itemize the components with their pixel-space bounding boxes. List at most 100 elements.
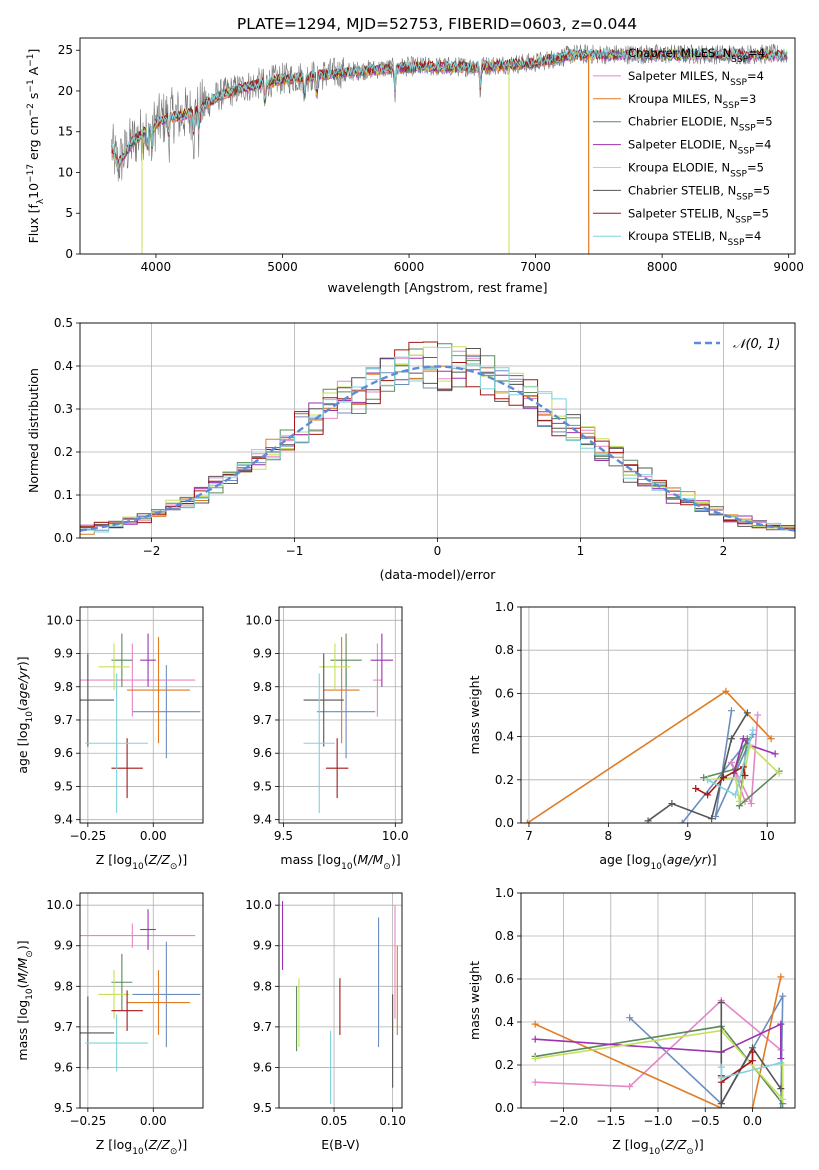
series-marker xyxy=(777,1104,785,1108)
text-part: A xyxy=(26,66,41,79)
y-tick-label: 0.3 xyxy=(54,402,73,416)
x-tick-label: −0.25 xyxy=(69,829,106,843)
series-marker xyxy=(748,1104,756,1108)
legend-label: Chabrier ELODIE, NSSP=5 xyxy=(628,115,773,134)
x-tick-label: 5000 xyxy=(267,260,298,274)
x-tick-label: 10 xyxy=(760,829,775,843)
text-part: Flux [f xyxy=(26,204,41,244)
x-tick-label: −2.0 xyxy=(549,1114,578,1128)
y-axis-label: mass [log10(M/M⊙)] xyxy=(15,940,35,1060)
y-tick-label: 9.7 xyxy=(253,1020,272,1034)
series-marker xyxy=(779,992,787,1000)
x-tick-label: 0.00 xyxy=(140,829,167,843)
y-tick-label: 9.5 xyxy=(54,779,73,793)
axes-frame xyxy=(79,322,796,539)
y-tick-label: 9.7 xyxy=(54,1020,73,1034)
y-tick-label: 9.6 xyxy=(253,746,272,760)
x-axis-label: Z [log10(Z/Z⊙)] xyxy=(612,1137,703,1157)
series-marker xyxy=(731,791,739,799)
series-marker xyxy=(727,707,735,715)
text-part: erg cm xyxy=(26,116,41,164)
axes-frame xyxy=(278,606,403,824)
histograms xyxy=(80,341,795,535)
y-tick-label: 0.0 xyxy=(495,816,514,830)
text-part: )] xyxy=(177,852,187,867)
text-part: Salpeter ELODIE, N xyxy=(628,138,738,152)
text-part: ⊙ xyxy=(170,862,178,872)
x-tick-label: 8 xyxy=(605,829,613,843)
model-line xyxy=(111,47,788,167)
legend-label: 𝒩(0, 1) xyxy=(733,337,780,352)
axes-frame xyxy=(79,37,796,255)
text-part: ( xyxy=(353,852,358,867)
y-tick-label: 9.8 xyxy=(253,979,272,993)
x-axis-label: wavelength [Angstrom, rest frame] xyxy=(327,280,547,295)
y-tick-label: 9.4 xyxy=(253,813,272,827)
error-bars xyxy=(80,909,201,1072)
text-part: SSP xyxy=(730,170,747,180)
series-marker xyxy=(727,759,735,767)
series-marker xyxy=(777,1085,785,1093)
x-tick-label: 7000 xyxy=(520,260,551,274)
series-marker xyxy=(731,774,739,782)
series-line xyxy=(707,729,754,797)
y-tick-label: 10.0 xyxy=(245,613,272,627)
text-part: 10 xyxy=(26,183,41,199)
series-marker xyxy=(771,750,779,758)
x-tick-label: 4000 xyxy=(141,260,172,274)
series-marker xyxy=(727,735,735,743)
text-part: SSP xyxy=(731,55,748,65)
text-part: Z [log xyxy=(96,1137,132,1152)
series-marker xyxy=(749,726,757,734)
figure-title: PLATE=1294, MJD=52753, FIBERID=0603, z=0… xyxy=(237,15,637,33)
series-marker xyxy=(748,1048,756,1056)
axes-frame xyxy=(79,606,204,824)
text-part: ⊙ xyxy=(25,950,35,958)
x-tick-label: −2 xyxy=(143,544,161,558)
x-tick-label: −1.0 xyxy=(643,1114,672,1128)
series-marker xyxy=(735,776,743,784)
x-tick-label: 9.5 xyxy=(274,829,293,843)
text-part: E(B-V) xyxy=(321,1137,360,1152)
mass-vs-metallicity-panel: −0.25 0.009.59.69.79.89.910.0Z [log10(Z/Z… xyxy=(15,892,204,1157)
age-vs-metallicity-panel: −0.25 0.009.49.59.69.79.89.910.0Z [log10(… xyxy=(15,606,204,872)
text-part: Chabrier ELODIE, N xyxy=(628,115,739,129)
text-part: −1 xyxy=(26,79,36,92)
series-line xyxy=(535,1022,782,1059)
y-axis-label: age [log10(age/yr)] xyxy=(15,656,35,773)
y-tick-label: 1.0 xyxy=(495,600,514,614)
y-tick-label: 9.9 xyxy=(54,647,73,661)
residuals-panel: −2 −1 0 1 2 0.0 0.1 0.2 0.3 0.4 0.5 (data-model)/er… xyxy=(26,316,796,582)
text-part: age/yr xyxy=(15,665,30,706)
x-tick-label: 9 xyxy=(684,829,692,843)
text-part: SSP xyxy=(739,124,756,134)
x-tick-label: −1 xyxy=(286,544,304,558)
text-part: M/M xyxy=(15,957,30,983)
x-tick-label: 1 xyxy=(577,544,585,558)
y-tick-label: 10 xyxy=(58,165,73,179)
x-axis-label: age [log10(age/yr)] xyxy=(599,852,716,872)
y-tick-label: 0.2 xyxy=(495,773,514,787)
y-tick-label: 20 xyxy=(58,84,73,98)
y-tick-label: 10.0 xyxy=(46,613,73,627)
text-part: −1 xyxy=(26,54,36,67)
text-part: ( xyxy=(144,852,149,867)
text-part: Kroupa MILES, N xyxy=(628,92,723,106)
text-part: )] xyxy=(177,1137,187,1152)
series-marker xyxy=(722,687,730,695)
series-marker xyxy=(777,1020,785,1028)
text-part: Z/Z xyxy=(148,1137,171,1152)
y-tick-label: 0.6 xyxy=(495,972,514,986)
spectrum-panel: 4000 5000 6000 7000 8000 9000 0 5 10 15 20 25 wavele… xyxy=(26,37,804,295)
y-tick-label: 25 xyxy=(58,43,73,57)
x-tick-label: 10.0 xyxy=(382,829,409,843)
legend-label: Kroupa MILES, NSSP=3 xyxy=(628,92,756,111)
y-tick-label: 0.2 xyxy=(54,445,73,459)
series-line xyxy=(535,999,782,1088)
text-part: s xyxy=(26,93,41,104)
text-part: SSP xyxy=(735,215,752,225)
text-part: ⊙ xyxy=(686,1147,694,1157)
